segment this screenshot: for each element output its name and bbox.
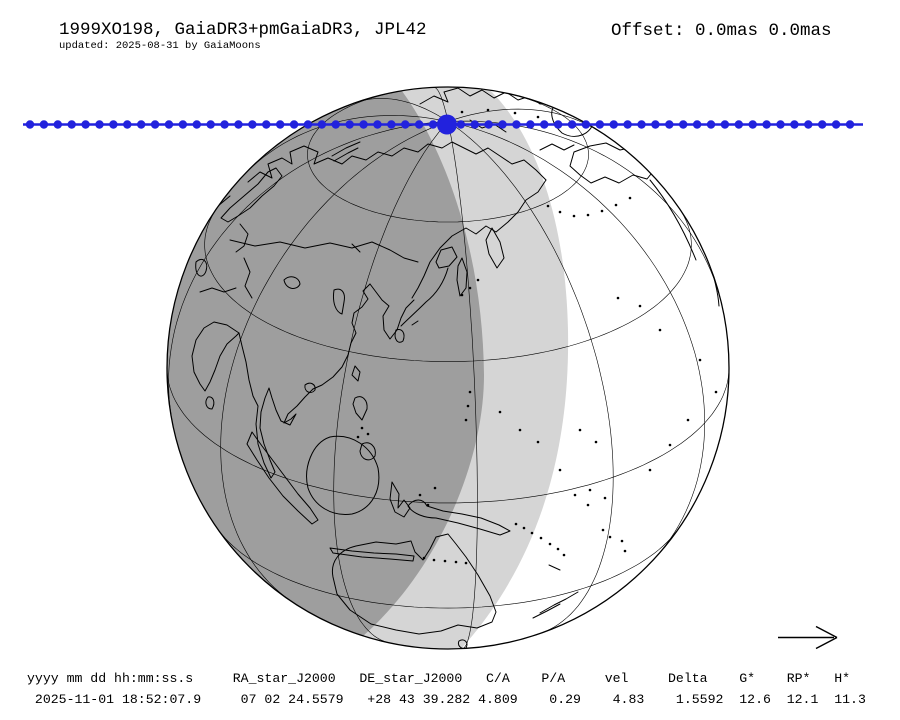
path-time-dot	[331, 120, 340, 129]
path-time-dot	[373, 120, 382, 129]
path-time-dot	[790, 120, 799, 129]
path-time-dot	[595, 120, 605, 129]
path-time-dot	[762, 120, 771, 129]
event-table-row: 2025-11-01 18:52:07.9 07 02 24.5579 +28 …	[27, 692, 866, 707]
path-time-dot	[387, 120, 396, 129]
path-time-dot	[67, 120, 76, 129]
page-title: 1999XO198, GaiaDR3+pmGaiaDR3, JPL42	[59, 20, 427, 40]
graticule	[167, 87, 729, 649]
path-time-dot	[567, 120, 577, 129]
path-time-dot	[303, 120, 313, 129]
path-time-dot	[804, 120, 813, 129]
path-time-dot	[164, 120, 174, 129]
path-time-dot	[484, 120, 493, 129]
globe-limb	[166, 86, 730, 650]
path-time-dot	[39, 120, 49, 129]
path-time-dot	[150, 120, 160, 129]
path-time-dot	[776, 120, 785, 129]
offset-label: Offset: 0.0mas 0.0mas	[611, 21, 832, 41]
path-time-dot	[359, 120, 368, 129]
path-time-dot	[317, 120, 327, 129]
path-time-dot	[637, 120, 646, 129]
path-time-dot	[206, 120, 215, 129]
path-time-dot	[123, 120, 132, 129]
direction-arrow	[778, 625, 838, 650]
day-night-shading	[167, 87, 569, 649]
path-time-dot	[414, 120, 424, 129]
path-time-dot	[748, 120, 757, 129]
path-time-dot	[401, 120, 410, 129]
path-time-dot	[192, 120, 201, 129]
path-time-dot	[512, 120, 521, 129]
path-time-dot	[665, 120, 674, 129]
path-time-dot	[178, 120, 188, 129]
occultation-path	[23, 114, 863, 135]
path-time-dot	[540, 120, 549, 129]
path-time-dot	[470, 120, 479, 129]
path-time-dot	[262, 120, 271, 129]
path-time-dot	[553, 120, 563, 129]
path-time-dot	[345, 120, 354, 129]
path-time-dot	[679, 120, 688, 129]
path-time-dot	[720, 120, 730, 129]
path-time-dot	[734, 120, 744, 129]
path-time-dot	[95, 120, 104, 129]
path-time-dot	[220, 120, 229, 129]
event-table-header: yyyy mm dd hh:mm:ss.s RA_star_J2000 DE_s…	[27, 671, 851, 686]
path-time-dot	[845, 120, 855, 129]
path-time-dot	[456, 120, 466, 129]
path-time-dot	[289, 120, 299, 129]
updated-subtitle: updated: 2025-08-31 by GaiaMoons	[59, 40, 261, 52]
path-time-dot	[498, 120, 507, 129]
path-time-dot	[651, 120, 660, 129]
path-time-dot	[581, 120, 591, 129]
path-time-dot	[818, 120, 827, 129]
path-time-dot	[526, 120, 535, 129]
path-time-dot	[275, 120, 285, 129]
path-time-dot	[53, 120, 62, 129]
path-time-dot	[25, 120, 35, 129]
path-time-dot	[428, 120, 438, 129]
path-time-dot	[609, 120, 618, 129]
path-time-dot	[706, 120, 716, 129]
path-time-dot	[831, 120, 841, 129]
path-time-dot	[248, 120, 257, 129]
night-region	[167, 91, 484, 636]
path-time-dot	[81, 120, 90, 129]
path-time-dot	[136, 120, 146, 129]
path-time-dot	[234, 120, 243, 129]
path-time-dot	[109, 120, 118, 129]
path-time-dot	[623, 120, 632, 129]
big-event-dot	[436, 114, 457, 135]
path-time-dot	[692, 120, 702, 129]
